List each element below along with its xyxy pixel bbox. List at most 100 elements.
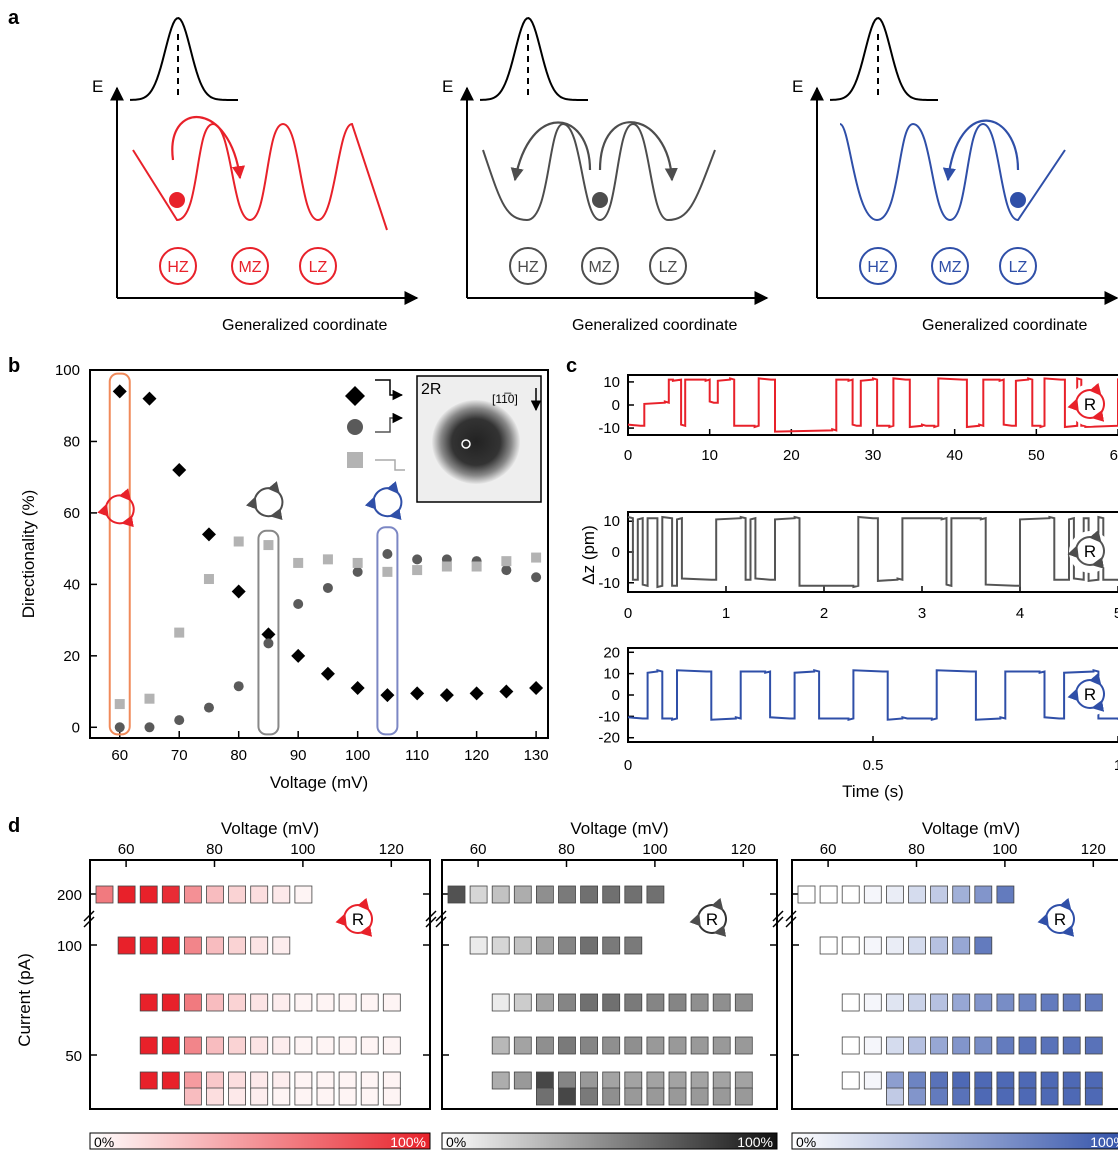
heatmap-cell — [908, 993, 926, 1012]
rotor-arrow — [335, 913, 361, 934]
x-tick-label: 60 — [1110, 447, 1118, 464]
heatmap-cell — [272, 993, 291, 1012]
data-point-diamond — [320, 666, 335, 681]
heatmap-cell — [1040, 1036, 1059, 1055]
panel-label-b: b — [8, 355, 20, 377]
y-tick-label: -10 — [598, 575, 620, 592]
panel-c-time-traces: 100-100102030405060R100-10012345R20100-1… — [579, 374, 1118, 801]
colorbar-min-label: 0% — [446, 1134, 466, 1150]
rotor-label: R — [706, 910, 718, 929]
heatmap-cell — [250, 993, 269, 1012]
x-tick-label: 0 — [624, 447, 632, 464]
rotor-label: R — [1084, 395, 1096, 414]
colorbar — [89, 1132, 431, 1150]
heatmap-cell — [974, 1071, 993, 1090]
heatmap-cell — [294, 885, 313, 904]
heatmap-cell — [668, 993, 687, 1012]
x-tick-label: 80 — [230, 747, 247, 764]
x-tick-label: 120 — [731, 841, 756, 858]
heatmap-cell — [712, 1071, 731, 1090]
zone-circle — [859, 247, 897, 285]
x-tick-label: 2 — [820, 605, 828, 622]
data-point-circle — [501, 565, 512, 576]
heatmap-cell — [996, 1071, 1015, 1090]
y-tick-label: 200 — [57, 887, 82, 904]
x-tick-label: 4 — [1016, 605, 1024, 622]
heatmap-cell — [161, 1071, 180, 1090]
data-point-diamond — [439, 688, 454, 703]
heatmap-cell — [183, 1071, 202, 1090]
potential-diagram-1: E Generalized coordinate HZ MZ LZ — [92, 17, 419, 334]
heatmap-cell — [228, 885, 247, 904]
heatmap-cell — [1084, 1087, 1103, 1106]
heatmap-cell — [952, 936, 971, 955]
heatmap-cell — [734, 1071, 753, 1090]
heatmap-cell — [646, 993, 665, 1012]
heatmap-cell — [294, 1071, 313, 1090]
heatmap-cell — [250, 885, 269, 904]
x-tick-label: 5 — [1114, 605, 1118, 622]
data-point-square — [203, 574, 214, 585]
heatmap-cell — [558, 1071, 576, 1090]
heatmap-cell — [863, 1071, 882, 1090]
y-tick-label: 0 — [612, 397, 620, 414]
zone-circle — [931, 247, 969, 285]
heatmap-cell — [161, 885, 180, 904]
heatmap-cell — [930, 936, 948, 955]
heatmap-cell — [536, 993, 554, 1012]
rotor-arrow — [245, 496, 272, 518]
height-trace — [627, 377, 1118, 433]
rotor-arrow — [713, 909, 727, 937]
heatmap-cell — [819, 885, 838, 904]
panel-label-c: c — [566, 355, 577, 377]
heatmap-cell — [161, 936, 180, 955]
x-tick-label: 0 — [624, 605, 632, 622]
inset-label: 2R — [421, 381, 441, 398]
heatmap-cell — [624, 1036, 643, 1055]
x-tick-label: 100 — [290, 841, 315, 858]
data-point-square — [263, 540, 274, 551]
heatmap-cell — [863, 1036, 882, 1055]
axis-break-left — [83, 910, 95, 928]
panel-label-a: a — [8, 7, 20, 29]
heatmap-cell — [513, 936, 532, 955]
heatmap-cell — [974, 1087, 993, 1106]
heatmap-cell — [580, 1071, 598, 1090]
heatmap-cell — [558, 1036, 576, 1055]
coordinate-axis-label: Generalized coordinate — [222, 317, 388, 334]
data-point-diamond — [499, 684, 514, 699]
data-point-square — [441, 561, 452, 572]
heatmap-cell — [580, 885, 598, 904]
highlight-box — [108, 372, 131, 736]
heatmap-cell — [1040, 993, 1059, 1012]
heatmap-3: 60 80 100 120 Voltage (mV) 0% 100% R — [785, 819, 1118, 1150]
heatmap-cell — [908, 1036, 926, 1055]
gaussian-peak — [130, 17, 238, 101]
zone-circle — [509, 247, 547, 285]
rotor-arrow — [689, 913, 715, 934]
heatmap-cell — [908, 1071, 926, 1090]
coordinate-axis-label: Generalized coordinate — [922, 317, 1088, 334]
heatmap-cell — [469, 936, 488, 955]
heatmap-cell — [272, 936, 291, 955]
heatmap-cell — [841, 1036, 860, 1055]
heatmap-cell — [952, 993, 971, 1012]
heatmap-cell — [841, 885, 860, 904]
heatmap-cell — [513, 1036, 532, 1055]
colorbar-min-label: 0% — [796, 1134, 816, 1150]
heatmap-cell — [228, 1087, 247, 1106]
rotor-arrow — [359, 909, 373, 937]
data-point-diamond — [231, 584, 246, 599]
x-tick-label: 90 — [290, 747, 307, 764]
heatmap-cell — [841, 1071, 860, 1090]
rotor-ball — [1010, 192, 1026, 208]
y-tick-label: 80 — [63, 433, 80, 450]
rotor-arrow — [364, 496, 391, 518]
highlight-box — [257, 529, 280, 736]
heatmap-cell — [624, 993, 643, 1012]
x-tick-label: 0 — [624, 757, 632, 774]
x-tick-label: 1 — [1114, 757, 1118, 774]
rotor-arrow — [1037, 913, 1063, 934]
y-tick-label: 40 — [63, 576, 80, 593]
rotor-arrow — [1091, 541, 1105, 569]
